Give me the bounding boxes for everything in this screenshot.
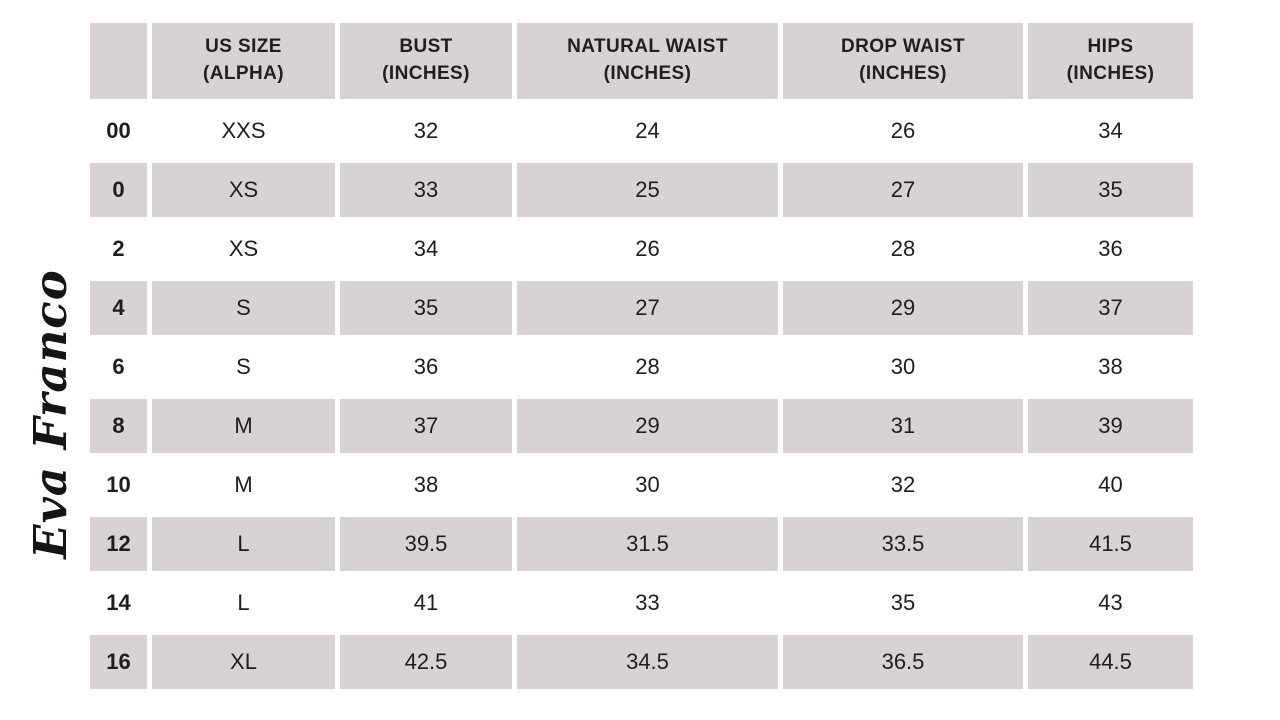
bust-cell: 33 (340, 163, 512, 217)
header-line: NATURAL WAIST (567, 36, 728, 58)
drop-waist-cell: 29 (783, 281, 1023, 335)
natural-waist-cell: 31.5 (517, 517, 778, 571)
header-line: (INCHES) (859, 63, 947, 84)
size-chart-table: US SIZE (ALPHA) BUST (INCHES) NATURAL WA… (85, 18, 1198, 694)
alpha-size-cell: S (152, 340, 335, 394)
hips-cell: 35 (1028, 163, 1193, 217)
row-label-cell: 10 (90, 458, 147, 512)
hips-cell: 38 (1028, 340, 1193, 394)
table-row-size-4: 4 S 35 27 29 37 (90, 281, 1193, 335)
natural-waist-cell: 24 (517, 104, 778, 158)
bust-cell: 34 (340, 222, 512, 276)
brand-logo: Eva Franco (2, 269, 98, 559)
table-row-size-00: 00 XXS 32 24 26 34 (90, 104, 1193, 158)
bust-cell: 42.5 (340, 635, 512, 689)
natural-waist-cell: 27 (517, 281, 778, 335)
table-row-size-2: 2 XS 34 26 28 36 (90, 222, 1193, 276)
header-line: (INCHES) (603, 63, 692, 84)
table-row-size-12: 12 L 39.5 31.5 33.5 41.5 (90, 517, 1193, 571)
column-header-bust: BUST (INCHES) (340, 23, 512, 99)
column-header-hips: HIPS (INCHES) (1028, 23, 1193, 99)
drop-waist-cell: 36.5 (783, 635, 1023, 689)
alpha-size-cell: XXS (152, 104, 335, 158)
alpha-size-cell: L (152, 517, 335, 571)
column-header-natural-waist: NATURAL WAIST (INCHES) (517, 23, 778, 99)
bust-cell: 35 (340, 281, 512, 335)
hips-cell: 37 (1028, 281, 1193, 335)
column-header-drop-waist: DROP WAIST (INCHES) (783, 23, 1023, 99)
header-row: US SIZE (ALPHA) BUST (INCHES) NATURAL WA… (90, 23, 1193, 99)
table-row-size-0: 0 XS 33 25 27 35 (90, 163, 1193, 217)
drop-waist-cell: 28 (783, 222, 1023, 276)
alpha-size-cell: XS (152, 222, 335, 276)
header-line: US SIZE (205, 36, 282, 58)
drop-waist-cell: 33.5 (783, 517, 1023, 571)
bust-cell: 32 (340, 104, 512, 158)
table-row-size-10: 10 M 38 30 32 40 (90, 458, 1193, 512)
drop-waist-cell: 26 (783, 104, 1023, 158)
alpha-size-cell: XS (152, 163, 335, 217)
table-row-size-8: 8 M 37 29 31 39 (90, 399, 1193, 453)
row-label-cell: 14 (90, 576, 147, 630)
natural-waist-cell: 33 (517, 576, 778, 630)
bust-cell: 41 (340, 576, 512, 630)
row-label-cell: 00 (90, 104, 147, 158)
alpha-size-cell: M (152, 399, 335, 453)
column-header-us-size-alpha: US SIZE (ALPHA) (152, 23, 335, 99)
bust-cell: 39.5 (340, 517, 512, 571)
hips-cell: 43 (1028, 576, 1193, 630)
drop-waist-cell: 35 (783, 576, 1023, 630)
bust-cell: 38 (340, 458, 512, 512)
bust-cell: 36 (340, 340, 512, 394)
alpha-size-cell: M (152, 458, 335, 512)
row-label-cell: 8 (90, 399, 147, 453)
row-label-cell: 4 (90, 281, 147, 335)
header-line: HIPS (1087, 36, 1134, 58)
row-label-cell: 0 (90, 163, 147, 217)
natural-waist-cell: 25 (517, 163, 778, 217)
drop-waist-cell: 27 (783, 163, 1023, 217)
header-line: DROP WAIST (841, 36, 965, 58)
row-label-cell: 6 (90, 340, 147, 394)
header-line: (INCHES) (1066, 63, 1155, 84)
hips-cell: 44.5 (1028, 635, 1193, 689)
table-row-size-16: 16 XL 42.5 34.5 36.5 44.5 (90, 635, 1193, 689)
alpha-size-cell: S (152, 281, 335, 335)
brand-logo-text: Eva Franco (23, 269, 77, 559)
natural-waist-cell: 34.5 (517, 635, 778, 689)
header-line: BUST (399, 36, 453, 58)
drop-waist-cell: 30 (783, 340, 1023, 394)
natural-waist-cell: 28 (517, 340, 778, 394)
alpha-size-cell: L (152, 576, 335, 630)
natural-waist-cell: 30 (517, 458, 778, 512)
hips-cell: 36 (1028, 222, 1193, 276)
drop-waist-cell: 31 (783, 399, 1023, 453)
hips-cell: 34 (1028, 104, 1193, 158)
header-line: (INCHES) (382, 63, 470, 84)
hips-cell: 41.5 (1028, 517, 1193, 571)
row-label-cell: 2 (90, 222, 147, 276)
bust-cell: 37 (340, 399, 512, 453)
row-label-cell: 16 (90, 635, 147, 689)
table-row-size-6: 6 S 36 28 30 38 (90, 340, 1193, 394)
row-label-cell: 12 (90, 517, 147, 571)
table-row-size-14: 14 L 41 33 35 43 (90, 576, 1193, 630)
hips-cell: 40 (1028, 458, 1193, 512)
header-line: (ALPHA) (203, 63, 284, 84)
natural-waist-cell: 29 (517, 399, 778, 453)
hips-cell: 39 (1028, 399, 1193, 453)
drop-waist-cell: 32 (783, 458, 1023, 512)
alpha-size-cell: XL (152, 635, 335, 689)
corner-cell (90, 23, 147, 99)
natural-waist-cell: 26 (517, 222, 778, 276)
